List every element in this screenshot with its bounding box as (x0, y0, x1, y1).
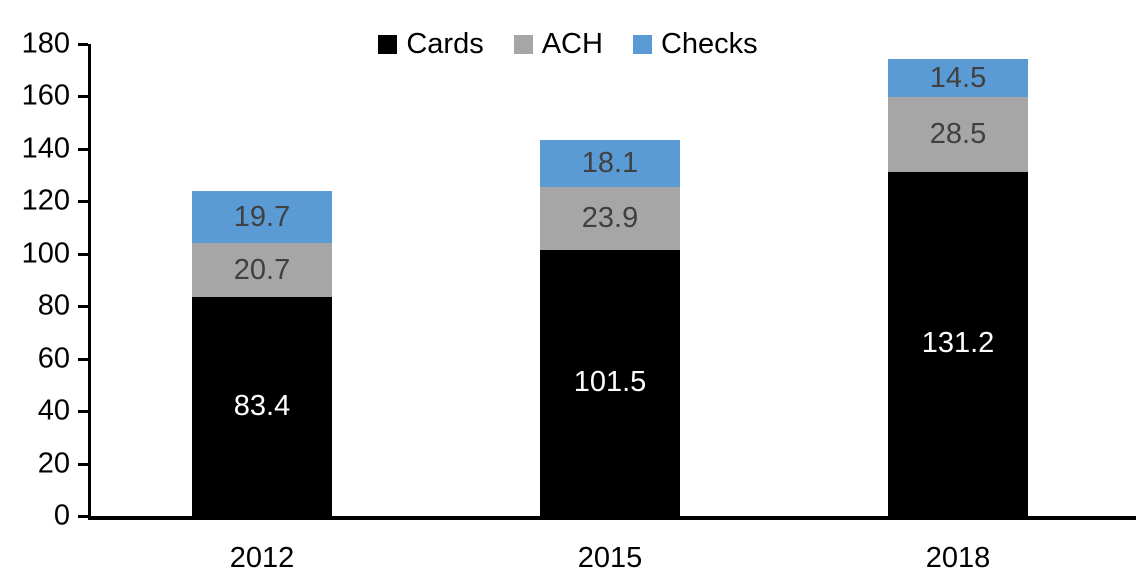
y-axis-tick (78, 515, 88, 518)
y-axis-tick-label: 120 (21, 184, 70, 217)
y-axis-tick-label: 180 (21, 27, 70, 60)
data-label: 28.5 (929, 118, 987, 151)
legend-swatch-cards (378, 35, 398, 54)
y-axis-tick-label: 160 (21, 79, 70, 112)
y-axis-tick (78, 252, 88, 256)
y-axis-tick-label: 100 (21, 237, 70, 270)
y-axis-tick (78, 462, 88, 466)
data-label: 83.4 (233, 390, 291, 423)
x-axis-label-2018: 2018 (925, 542, 991, 574)
y-axis-line (88, 44, 91, 520)
y-axis-tick (78, 95, 88, 99)
y-axis-tick-label: 140 (21, 132, 70, 165)
segment-checks-2015: 18.1 (540, 139, 680, 188)
x-axis-line (88, 516, 1136, 520)
x-axis-label-2015: 2015 (577, 542, 643, 574)
segment-ach-2015: 23.9 (540, 187, 680, 250)
segment-ach-2012: 20.7 (192, 243, 332, 298)
y-axis-tick (78, 43, 88, 46)
data-label: 101.5 (573, 366, 647, 399)
y-axis-tick-label: 80 (37, 289, 70, 322)
legend-label: Cards (406, 28, 484, 60)
data-label: 18.1 (581, 146, 639, 179)
segment-ach-2018: 28.5 (888, 97, 1028, 172)
bar-2018: 131.2 28.5 14.5 (888, 44, 1028, 516)
segment-checks-2012: 19.7 (192, 191, 332, 244)
y-axis-tick (78, 200, 88, 204)
segment-cards-2018: 131.2 (888, 171, 1028, 516)
legend-swatch-ach (513, 35, 533, 54)
data-label: 131.2 (921, 327, 995, 360)
y-axis-tick-label: 40 (37, 394, 70, 427)
y-axis-tick (78, 147, 88, 151)
segment-cards-2015: 101.5 (540, 249, 680, 516)
data-label: 14.5 (929, 61, 987, 94)
data-label: 23.9 (581, 202, 639, 235)
y-axis-tick-label: 60 (37, 342, 70, 375)
x-axis-label-2012: 2012 (229, 542, 295, 574)
data-label: 19.7 (233, 200, 291, 233)
y-axis-tick (78, 357, 88, 361)
y-axis-tick-label: 0 (53, 499, 70, 532)
segment-checks-2018: 14.5 (888, 59, 1028, 98)
segment-cards-2012: 83.4 (192, 297, 332, 516)
y-axis-tick-label: 20 (37, 447, 70, 480)
data-label: 20.7 (233, 253, 291, 286)
y-axis-tick (78, 305, 88, 309)
bar-2012: 83.4 20.7 19.7 (192, 44, 332, 516)
y-axis-tick (78, 410, 88, 414)
bar-2015: 101.5 23.9 18.1 (540, 44, 680, 516)
legend-item-cards: Cards (378, 28, 484, 60)
